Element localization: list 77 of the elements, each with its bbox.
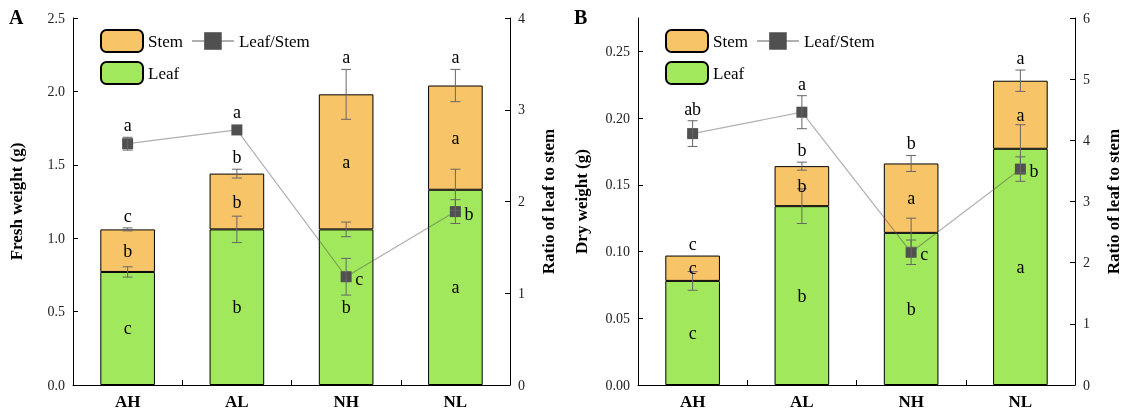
x-tick-label: NL: [1008, 392, 1033, 411]
data-label: b: [123, 240, 133, 261]
x-tick-label: AH: [114, 392, 141, 411]
data-label: a: [1016, 256, 1025, 277]
chart-title: B: [574, 6, 588, 28]
y-tick-label: 0.20: [605, 110, 630, 126]
y-axis-title: Dry weight (g): [572, 149, 591, 254]
y-tick-label: 0.25: [605, 43, 630, 59]
point: [687, 128, 699, 140]
data-label: a: [342, 151, 351, 172]
y2-tick-label: 4: [1083, 132, 1090, 148]
y-tick-label: 0.10: [605, 244, 630, 260]
legend-label: Stem: [148, 31, 183, 51]
data-label: b: [232, 191, 242, 212]
data-label: b: [341, 297, 351, 318]
y2-tick-label: 3: [1083, 194, 1090, 209]
data-label: c: [688, 322, 697, 343]
annotation: b: [906, 133, 916, 154]
data-label: c: [355, 268, 364, 289]
data-label: b: [906, 298, 916, 319]
y-tick-label: 1.0: [47, 230, 65, 246]
y-tick-label: 2.0: [47, 83, 65, 99]
y2-tick-label: 1: [1083, 316, 1090, 332]
y-tick-label: 2.5: [47, 10, 65, 26]
y-tick-label: 1.5: [47, 157, 65, 173]
y2-tick-label: 0: [518, 377, 525, 393]
data-label: ab: [684, 98, 702, 119]
annotation: b: [797, 140, 807, 161]
data-label: a: [1016, 104, 1025, 125]
chart-title: A: [9, 6, 24, 28]
y-tick-label: 0.05: [605, 310, 630, 326]
data-label: a: [451, 277, 460, 298]
y2-tick-label: 6: [1083, 10, 1090, 26]
data-label: c: [920, 244, 929, 265]
legend-label: Leaf/Stem: [803, 31, 875, 51]
x-tick-label: AL: [790, 392, 814, 411]
y2-tick-label: 2: [518, 194, 525, 209]
annotation: a: [342, 47, 351, 68]
x-tick-label: AH: [679, 392, 706, 411]
legend-label: Leaf: [713, 63, 745, 83]
x-tick-label: NH: [333, 392, 359, 411]
y2-tick-label: 0: [1083, 377, 1090, 393]
y-tick-label: 0.5: [47, 304, 65, 320]
data-label: a: [232, 101, 241, 122]
annotation: c: [688, 233, 697, 254]
y2-tick-label: 4: [518, 10, 525, 26]
y-tick-label: 0.15: [605, 177, 630, 193]
data-label: b: [797, 176, 807, 197]
x-tick-label: NL: [443, 392, 468, 411]
annotation: b: [232, 147, 242, 168]
y-axis-title: Fresh weight (g): [7, 142, 26, 261]
annotation: a: [451, 47, 460, 68]
data-label: a: [907, 188, 916, 209]
point: [231, 124, 243, 136]
x-tick-label: AL: [225, 392, 249, 411]
data-label: c: [123, 318, 132, 339]
data-label: b: [464, 203, 474, 224]
legend-label: Leaf: [148, 63, 180, 83]
y2-tick-label: 5: [1083, 71, 1090, 87]
data-label: a: [797, 73, 806, 94]
legend-label: Leaf/Stem: [238, 31, 310, 51]
data-label: b: [797, 285, 807, 306]
y2-tick-label: 2: [1083, 255, 1090, 271]
annotation: a: [1016, 48, 1025, 69]
data-label: a: [451, 127, 460, 148]
data-label: b: [232, 297, 242, 318]
y2-tick-label: 1: [518, 285, 525, 301]
data-label: b: [1029, 161, 1039, 182]
annotation: c: [123, 205, 132, 226]
y-tick-label: 0.0: [47, 377, 65, 393]
data-label: a: [123, 115, 132, 136]
y-tick-label: 0.00: [605, 377, 630, 393]
x-tick-label: NH: [898, 392, 924, 411]
y2-axis-title: Ratio of leaf to stem: [539, 128, 558, 275]
legend-label: Stem: [713, 31, 748, 51]
y2-tick-label: 3: [518, 102, 525, 118]
y2-axis-title: Ratio of leaf to stem: [1104, 128, 1123, 275]
